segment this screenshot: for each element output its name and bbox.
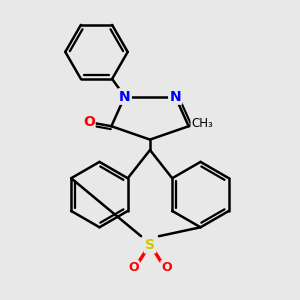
- Text: N: N: [119, 89, 130, 103]
- Text: S: S: [145, 238, 155, 252]
- Text: O: O: [161, 261, 172, 274]
- Text: O: O: [83, 115, 95, 129]
- Text: O: O: [128, 261, 139, 274]
- Text: CH₃: CH₃: [191, 117, 213, 130]
- Text: N: N: [169, 89, 181, 103]
